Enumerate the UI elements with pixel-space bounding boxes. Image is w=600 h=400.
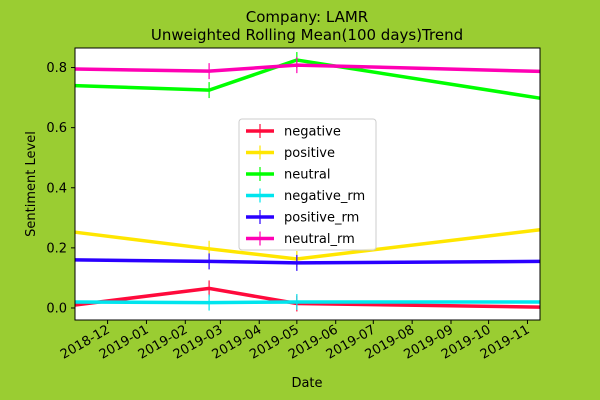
axes-frame (74, 47, 541, 321)
legend-label-negative_rm: negative_rm (284, 189, 365, 204)
series-line-negative (74, 286, 541, 309)
chart-subtitle: Unweighted Rolling Mean(100 days)Trend (151, 26, 463, 44)
y-tick-label: 0.0 (46, 301, 67, 316)
legend-label-positive: positive (284, 146, 335, 161)
y-axis-label: Sentiment Level (24, 131, 39, 237)
chart-title: Company: LAMR (246, 8, 368, 26)
legend-label-neutral: neutral (284, 168, 331, 183)
y-tick-label: 0.6 (46, 121, 67, 136)
series-line-neutral (74, 58, 541, 100)
legend-label-positive_rm: positive_rm (284, 211, 359, 226)
x-axis-label: Date (291, 376, 322, 391)
legend-label-negative: negative (284, 125, 341, 140)
y-tick-label: 0.8 (46, 61, 67, 76)
y-tick-label: 0.2 (46, 241, 67, 256)
legend-label-neutral_rm: neutral_rm (284, 232, 355, 247)
legend: negative positive neutral negative_rmpositi… (238, 118, 377, 251)
series-line-positive (74, 228, 541, 261)
series-line-negative_rm (74, 300, 540, 305)
series-line-positive_rm (74, 258, 541, 265)
y-tick-label: 0.4 (46, 181, 67, 196)
series-line-neutral_rm (74, 63, 541, 74)
series-layer (74, 52, 541, 312)
